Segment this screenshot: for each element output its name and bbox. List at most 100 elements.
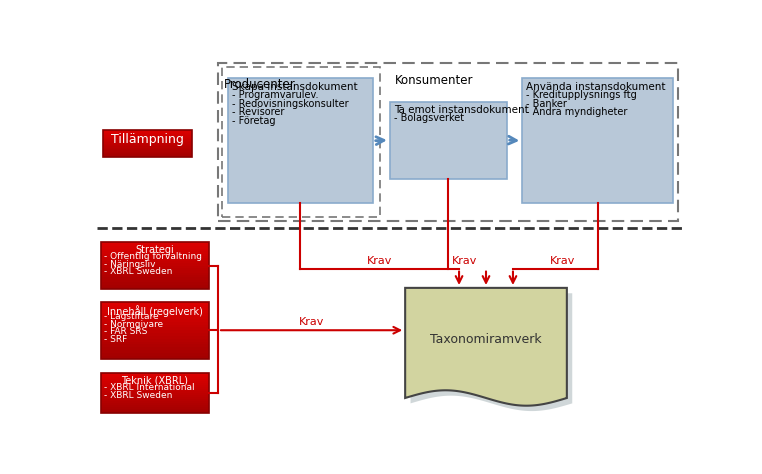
Bar (101, 379, 209, 381)
Bar (104, 142, 192, 144)
Bar (389, 101, 507, 179)
Bar (101, 392, 209, 394)
Text: Skapa instansdokument: Skapa instansdokument (232, 82, 357, 91)
Bar (101, 242, 209, 290)
Text: Krav: Krav (367, 256, 392, 266)
Text: - Näringsliv: - Näringsliv (104, 260, 155, 269)
Bar (101, 350, 209, 353)
Bar (101, 256, 209, 258)
Text: Teknik (XBRL): Teknik (XBRL) (121, 376, 188, 386)
Bar (101, 394, 209, 397)
Text: Konsumenter: Konsumenter (395, 74, 474, 87)
Bar (101, 342, 209, 345)
Bar (101, 263, 209, 265)
Bar (104, 152, 192, 153)
Bar (101, 387, 209, 389)
Text: - Revisorer: - Revisorer (232, 108, 284, 118)
Bar (101, 258, 209, 261)
Bar (222, 67, 379, 217)
Bar (101, 285, 209, 287)
Bar (104, 137, 192, 138)
Bar (101, 244, 209, 246)
Bar (101, 383, 209, 384)
Bar (101, 373, 209, 374)
Bar (104, 146, 192, 147)
Bar (104, 136, 192, 137)
Bar (101, 381, 209, 383)
Text: - Offentlig förvaltning: - Offentlig förvaltning (104, 252, 202, 261)
Bar (101, 273, 209, 275)
Bar (101, 325, 209, 328)
Bar (104, 149, 192, 150)
Text: Taxonomiramverk: Taxonomiramverk (431, 333, 542, 346)
Bar (101, 410, 209, 413)
Text: - XBRL Sweden: - XBRL Sweden (104, 267, 172, 276)
Bar (104, 145, 192, 146)
Bar (101, 336, 209, 339)
Bar (101, 302, 209, 305)
Bar (104, 147, 192, 149)
Bar (104, 133, 192, 134)
Bar (101, 401, 209, 402)
Text: - Normgivare: - Normgivare (104, 320, 163, 329)
Bar (101, 254, 209, 256)
Bar (101, 277, 209, 280)
Bar (104, 155, 192, 157)
Bar (101, 305, 209, 308)
Bar (101, 389, 209, 391)
Bar (101, 374, 209, 376)
Bar (101, 405, 209, 407)
Text: - XBRL International: - XBRL International (104, 383, 195, 392)
Bar (218, 63, 677, 221)
Bar (101, 376, 209, 379)
Text: - SRF: - SRF (104, 335, 127, 344)
Text: Strategi: Strategi (136, 245, 174, 255)
Bar (101, 356, 209, 359)
Bar (104, 131, 192, 133)
Text: - FAR SRS: - FAR SRS (104, 328, 148, 337)
Bar (101, 261, 209, 263)
Bar (101, 407, 209, 409)
Text: - Banker: - Banker (526, 99, 567, 109)
Bar (101, 328, 209, 330)
Text: - Andra myndigheter: - Andra myndigheter (526, 108, 627, 118)
Bar (104, 141, 192, 142)
Bar (104, 153, 192, 154)
Bar (101, 313, 209, 316)
Bar (101, 339, 209, 342)
Bar (101, 310, 209, 313)
Bar (104, 130, 192, 131)
Text: Innehåll (regelverk): Innehåll (regelverk) (107, 305, 203, 317)
Bar (101, 319, 209, 322)
Bar (522, 78, 673, 203)
Polygon shape (405, 288, 567, 406)
Bar (101, 322, 209, 325)
Bar (101, 280, 209, 282)
Bar (101, 330, 209, 333)
Bar (101, 302, 209, 359)
Text: Ta emot instansdokument: Ta emot instansdokument (394, 105, 528, 115)
Text: - Lagstiftare: - Lagstiftare (104, 312, 158, 321)
Bar (101, 282, 209, 285)
Bar (104, 138, 192, 139)
Bar (104, 154, 192, 155)
Bar (101, 347, 209, 350)
Text: - Bolagsverket: - Bolagsverket (394, 113, 464, 123)
Bar (101, 402, 209, 405)
Bar (101, 265, 209, 268)
Bar (101, 275, 209, 277)
Bar (104, 134, 192, 136)
Bar (104, 144, 192, 145)
Bar (101, 409, 209, 410)
Bar (101, 246, 209, 249)
Text: - Redovisningskonsulter: - Redovisningskonsulter (232, 99, 348, 109)
Text: - XBRL Sweden: - XBRL Sweden (104, 391, 172, 400)
Bar (101, 316, 209, 319)
Bar (101, 308, 209, 310)
Bar (101, 268, 209, 270)
Bar (101, 353, 209, 356)
Bar (101, 391, 209, 392)
Bar (101, 333, 209, 336)
Bar (104, 139, 192, 141)
Bar (101, 399, 209, 401)
